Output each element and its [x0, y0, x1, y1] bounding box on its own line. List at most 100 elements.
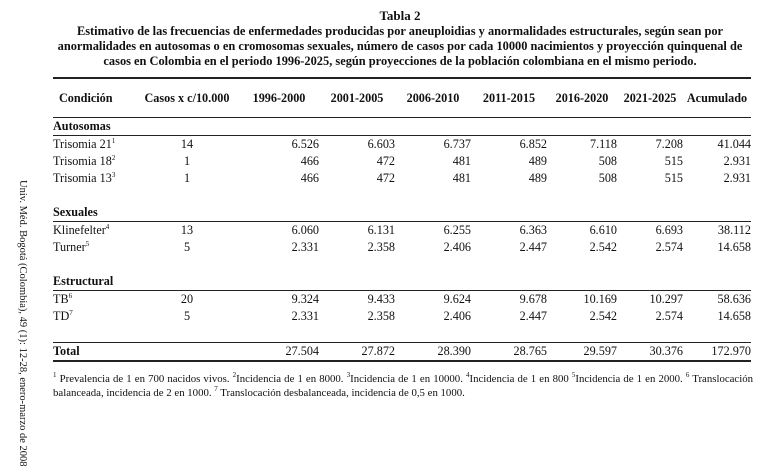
column-header: 2001-2005	[319, 77, 395, 118]
table-cell: 2.931	[723, 171, 751, 185]
table-cell: 2.574	[655, 309, 683, 323]
footnote-text: Incidencia de 1 en 2000.	[575, 373, 686, 385]
table-cell: 10.169	[583, 292, 617, 306]
footnote-marker: 1	[53, 371, 57, 379]
total-row: Total 27.504 27.872 28.390 28.765 29.597 30.37…	[53, 342, 751, 362]
footnote-text: Prevalencia de 1 en 700 nacidos vivos.	[56, 373, 233, 385]
table-cell: 6.131	[367, 223, 395, 237]
table-cell: 2.542	[589, 240, 617, 254]
table-cell: 2.406	[443, 309, 471, 323]
table-row: Trisomia 133 1 466 472 481 489 508 515 2.931	[53, 170, 751, 187]
footnote-ref: 2	[111, 154, 116, 162]
table-cell: 5	[183, 240, 191, 254]
condition-name: Trisomia 21	[53, 137, 112, 151]
table-cell: 508	[598, 154, 617, 168]
data-table: Condición Casos x c/10.000 1996-2000 200…	[53, 77, 751, 362]
table-cell: 2.331	[291, 309, 319, 323]
footnote-marker: 4	[465, 371, 470, 379]
section-title: Estructural	[53, 273, 751, 291]
table-cell: 5	[183, 309, 191, 323]
section-row: Sexuales	[53, 204, 751, 222]
row-label: TD7	[53, 308, 135, 325]
table-row: TB6 20 9.324 9.433 9.624 9.678 10.169 10.297 58.…	[53, 291, 751, 309]
column-header: Condición	[53, 77, 135, 118]
condition-name: Klinefelter	[53, 223, 106, 237]
table-cell: 9.624	[443, 292, 471, 306]
column-header: 2006-2010	[395, 77, 471, 118]
table-footnotes: 1 Prevalencia de 1 en 700 nacidos vivos.…	[53, 372, 753, 400]
footnote-text: Incidencia de 1 en 8000.	[236, 373, 347, 385]
row-spacer	[53, 325, 751, 343]
table-cell: 2.331	[291, 240, 319, 254]
footnote-ref: 7	[69, 309, 73, 317]
table-cell: 6.737	[443, 137, 471, 151]
condition-name: TB	[53, 292, 69, 306]
section-title: Sexuales	[53, 204, 751, 222]
table-cell: 2.447	[519, 309, 547, 323]
table-row: TD7 5 2.331 2.358 2.406 2.447 2.542 2.574 14.658	[53, 308, 751, 325]
table-cell: 41.044	[717, 137, 751, 151]
table-cell: 6.610	[589, 223, 617, 237]
table-cell: 6.693	[655, 223, 683, 237]
table-cell: 14.658	[717, 240, 751, 254]
footnote-marker: 5	[571, 371, 576, 379]
table-body: Autosomas Trisomia 211 14 6.526 6.603 6.737 6.…	[53, 117, 751, 362]
footnote-marker: 7	[214, 385, 218, 393]
footnote-ref: 5	[85, 240, 90, 248]
table-cell: 10.297	[649, 292, 683, 306]
journal-citation: Univ. Méd. Bogotá (Colombia), 49 (1): 12…	[17, 180, 28, 467]
table-row: Trisomia 211 14 6.526 6.603 6.737 6.852 7.118 7…	[53, 136, 751, 154]
total-cell: 27.504	[239, 342, 319, 362]
table-cell: 1	[183, 171, 191, 185]
table-cell: 2.574	[655, 240, 683, 254]
section-row: Autosomas	[53, 117, 751, 136]
table-cell: 6.363	[519, 223, 547, 237]
total-cell: 28.390	[395, 342, 471, 362]
footnote-text: Incidencia de 1 en 10000.	[350, 373, 466, 385]
column-header: Acumulado	[683, 77, 751, 118]
table-cell: 13	[180, 223, 194, 237]
total-cell: 27.872	[319, 342, 395, 362]
table-cell: 466	[300, 154, 319, 168]
footnote-marker: 6	[685, 371, 690, 379]
table-cell: 6.603	[367, 137, 395, 151]
section-title: Autosomas	[53, 117, 751, 136]
column-header: Casos x c/10.000	[135, 77, 239, 118]
table-cell: 508	[598, 171, 617, 185]
total-cell	[135, 342, 239, 362]
table-row: Klinefelter4 13 6.060 6.131 6.255 6.363 6.610 6…	[53, 222, 751, 240]
table-cell: 6.852	[519, 137, 547, 151]
row-label: Trisomia 182	[53, 153, 135, 170]
table-cell: 2.447	[519, 240, 547, 254]
table-cell: 9.433	[367, 292, 395, 306]
total-cell: 172.970	[683, 342, 751, 362]
footnote-ref: 6	[68, 292, 73, 300]
table-cell: 20	[180, 292, 194, 306]
row-label: Trisomia 133	[53, 170, 135, 187]
row-label: Turner5	[53, 239, 135, 256]
condition-name: Trisomia 13	[53, 171, 112, 185]
table-cell: 9.678	[519, 292, 547, 306]
row-spacer	[53, 256, 751, 273]
table-cell: 2.358	[367, 309, 395, 323]
table-cell: 481	[452, 171, 471, 185]
condition-name: Trisomia 18	[53, 154, 112, 168]
table-cell: 472	[376, 154, 395, 168]
footnote-text: Incidencia de 1 en 800	[469, 373, 572, 385]
table-heading: Tabla 2 Estimativo de las frecuencias de…	[50, 8, 750, 69]
table-caption: Estimativo de las frecuencias de enferme…	[57, 24, 743, 68]
row-label: Klinefelter4	[53, 222, 135, 240]
table-cell: 14	[180, 137, 194, 151]
footnote-text: Translocación desbalanceada, incidencia …	[217, 387, 465, 399]
row-label: TB6	[53, 291, 135, 309]
table-cell: 14.658	[717, 309, 751, 323]
table-row: Trisomia 182 1 466 472 481 489 508 515 2.931	[53, 153, 751, 170]
column-header: 2011-2015	[471, 77, 547, 118]
table-cell: 7.208	[655, 137, 683, 151]
table-cell: 6.255	[443, 223, 471, 237]
total-label: Total	[53, 342, 135, 362]
header-row: Condición Casos x c/10.000 1996-2000 200…	[53, 77, 751, 118]
table-cell: 466	[300, 171, 319, 185]
table-cell: 7.118	[590, 137, 617, 151]
table-title: Tabla 2	[379, 8, 421, 23]
